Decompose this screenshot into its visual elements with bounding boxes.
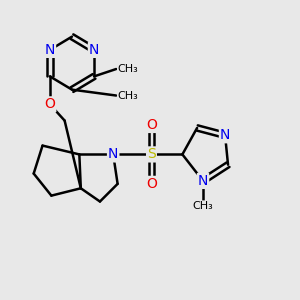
Text: N: N bbox=[108, 147, 119, 161]
Text: O: O bbox=[44, 98, 55, 111]
Text: N: N bbox=[89, 43, 99, 57]
Text: O: O bbox=[146, 118, 157, 132]
Text: N: N bbox=[45, 43, 55, 57]
Text: CH₃: CH₃ bbox=[193, 201, 213, 211]
Text: S: S bbox=[147, 147, 156, 161]
Text: N: N bbox=[220, 128, 230, 142]
Text: O: O bbox=[146, 177, 157, 191]
Text: CH₃: CH₃ bbox=[118, 64, 138, 74]
Text: CH₃: CH₃ bbox=[118, 91, 138, 100]
Text: N: N bbox=[198, 174, 208, 188]
